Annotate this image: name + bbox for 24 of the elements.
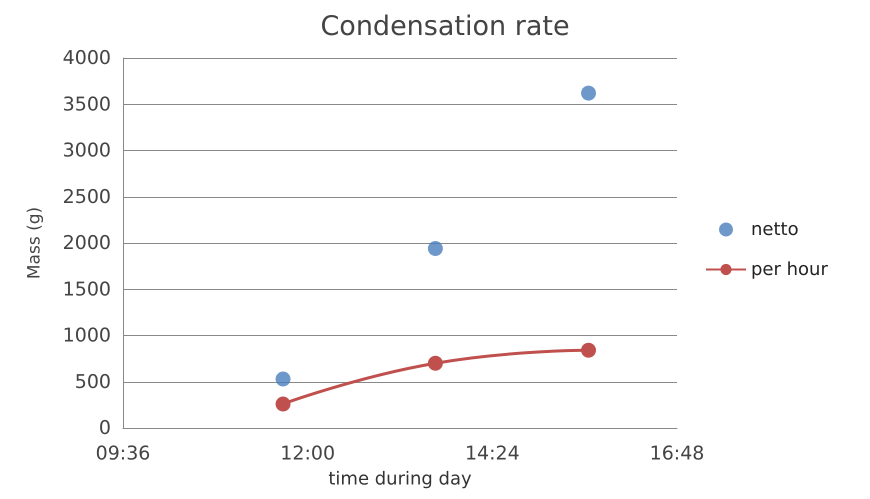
x-axis-title: time during day [328,468,472,490]
x-tick-label: 12:00 [280,442,336,464]
y-tick-label: 0 [98,417,111,439]
y-tick-label: 1000 [62,324,111,346]
y-tick-label: 3500 [62,93,111,116]
y-tick-label: 2500 [62,186,111,208]
x-tick-label: 14:24 [464,442,520,464]
point [276,396,291,412]
point [276,371,291,386]
y-axis-title: Mass (g) [24,206,44,280]
y-tick-label: 4000 [62,47,111,69]
x-tick-label: 16:48 [650,442,704,464]
y-tick-label: 500 [74,370,111,393]
x-tick-label: 09:36 [96,442,150,464]
y-tick-label: 2000 [62,232,111,254]
point [428,356,443,371]
point [428,241,443,256]
point [581,342,596,358]
y-tick-label: 1500 [62,278,111,300]
y-tick-label: 3000 [62,140,111,162]
legend-label: per hour [751,259,828,280]
point [581,86,596,101]
chart-title: Condensation rate [320,11,570,42]
legend-label: netto [751,219,799,240]
